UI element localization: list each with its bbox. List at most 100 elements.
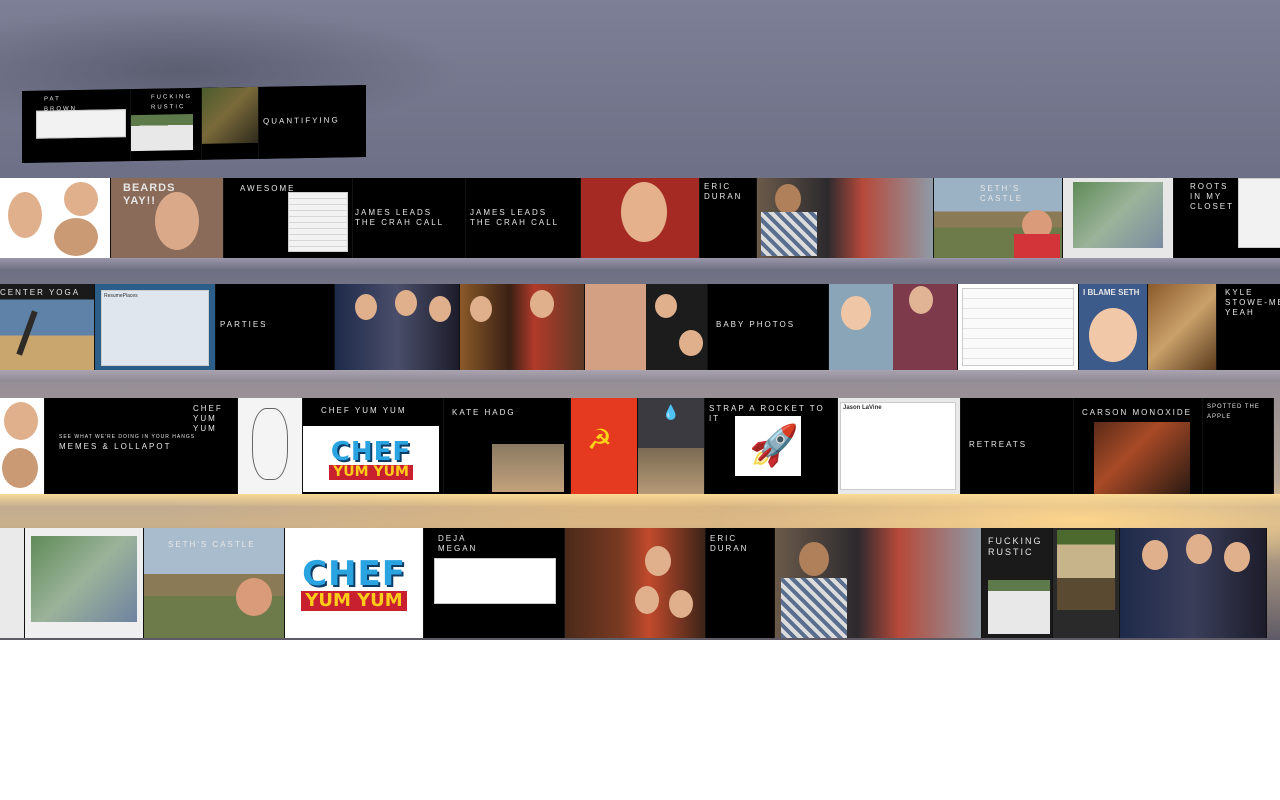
portrait-photo	[638, 448, 704, 494]
post-card	[962, 288, 1074, 366]
tile-jason-lavine[interactable]: Jason LaVine	[838, 398, 961, 494]
portrait-photo	[470, 296, 492, 322]
tile-caption: FUCKING RUSTIC	[151, 94, 192, 111]
website-screenshot	[988, 580, 1050, 634]
tile-caption: ERIC DURAN	[704, 182, 743, 201]
tile-party-photo-4[interactable]	[1120, 528, 1267, 638]
tile-eric-photo[interactable]	[757, 178, 934, 258]
tile-beards-yay[interactable]: BEARDS YAY!!	[111, 178, 224, 258]
tile-kyle-stowe[interactable]: KYLE STOWE-MEGAN YEAH	[1217, 284, 1280, 370]
tile-chef-sketch[interactable]	[238, 398, 303, 494]
tile-pat-brown[interactable]: PAT BROWN	[22, 89, 131, 164]
tile-party-photo-3[interactable]	[565, 528, 706, 638]
tile-fucking-rustic-small[interactable]: FUCKING RUSTIC	[131, 87, 202, 162]
tile-james-leads-b[interactable]: JAMES LEADS THE CRAH CALL	[466, 178, 581, 258]
portrait-photo	[621, 182, 667, 242]
gallery-row-2: CENTER YOGA ResumePlaces PARTIES BABY PH…	[0, 284, 1280, 370]
portrait-photo	[645, 546, 671, 576]
shirt	[761, 212, 817, 256]
water-drop-icon: 💧	[662, 404, 680, 420]
tile-retreats[interactable]: RETREATS	[961, 398, 1074, 494]
portrait-photo	[64, 182, 98, 216]
tile-caption: BABY PHOTOS	[716, 320, 796, 329]
tile-water-app[interactable]: 💧	[638, 398, 705, 494]
tile-party-photo-2[interactable]	[460, 284, 585, 370]
tile-caption: MEMES & LOLLAPOT	[59, 442, 172, 451]
tile-strap-rocket[interactable]: STRAP A ROCKET TO IT 🚀	[705, 398, 838, 494]
portrait-photo	[54, 218, 98, 256]
tile-roots-closet[interactable]: ROOTS IN MY CLOSET	[1174, 178, 1280, 258]
tile-beard-grid[interactable]	[0, 178, 111, 258]
tile-edge-fragment[interactable]	[0, 528, 25, 638]
tile-caption: PARTIES	[220, 320, 268, 329]
tile-caption: RETREATS	[969, 440, 1028, 449]
portrait-photo	[2, 448, 38, 488]
tile-caption: CHEF YUM YUM	[321, 406, 407, 415]
tile-caption: KYLE STOWE-MEGAN YEAH	[1225, 288, 1280, 317]
rocket-icon: 🚀	[749, 424, 799, 468]
tile-food-photo[interactable]	[1148, 284, 1217, 370]
tile-cabin-photo[interactable]	[202, 86, 259, 160]
tile-awesome[interactable]: AWESOME	[224, 178, 353, 258]
tile-caption: QUANTIFYING	[263, 115, 340, 126]
tile-caption: SETH'S CASTLE	[168, 540, 256, 549]
tile-i-blame-seth[interactable]: I BLAME SETH	[1079, 284, 1148, 370]
tile-baby-photos[interactable]: BABY PHOTOS	[708, 284, 829, 370]
rocket-illustration-bg: 🚀	[735, 416, 801, 476]
portrait-photo	[1142, 540, 1168, 570]
portrait-photo	[841, 296, 871, 330]
tile-quantifying[interactable]: QUANTIFYING	[259, 84, 366, 159]
portrait-photo	[155, 192, 199, 250]
tile-deja-megan[interactable]: DEJA MEGAN	[424, 528, 565, 638]
tile-spotted-apple[interactable]: SPOTTED THE APPLE	[1203, 398, 1274, 494]
portrait-photo	[679, 330, 703, 356]
tile-fucking-rustic[interactable]: FUCKING RUSTIC	[982, 528, 1053, 638]
tile-eric-duran[interactable]: ERIC DURAN	[700, 178, 757, 258]
website-screenshot	[131, 114, 193, 152]
tile-seths-castle-2[interactable]: SETH'S CASTLE	[144, 528, 285, 638]
portrait-photo	[909, 286, 933, 314]
tile-center-yoga[interactable]: CENTER YOGA	[0, 284, 95, 370]
portrait-photo	[635, 586, 659, 614]
tile-caption: ERIC DURAN	[710, 534, 749, 553]
tile-website-blue[interactable]: ResumePlaces	[95, 284, 216, 370]
tile-rustic-site[interactable]	[1053, 528, 1120, 638]
tile-memes[interactable]: CHEF YUM YUM SEE WHAT WE'RE DOING IN YOU…	[45, 398, 238, 494]
tile-mustache-photo[interactable]	[581, 178, 700, 258]
tweet-card	[36, 109, 126, 139]
tweet-card	[434, 558, 556, 604]
tile-facebook-post[interactable]	[958, 284, 1079, 370]
tile-party-photo-1[interactable]	[335, 284, 460, 370]
shelf-floor	[0, 258, 1280, 270]
tile-eric-photo-2[interactable]	[775, 528, 982, 638]
tile-caption: JAMES LEADS THE CRAH CALL	[355, 208, 445, 227]
tile-caption: I BLAME SETH	[1083, 288, 1140, 297]
tile-caption: AWESOME	[240, 184, 296, 193]
website-title: Jason LaVine	[843, 405, 882, 411]
tile-chef-yum-yum[interactable]: CHEF YUM YUM CHEF YUM YUM	[303, 398, 444, 494]
tile-tattoo-photo[interactable]	[585, 284, 708, 370]
portrait-photo	[1186, 534, 1212, 564]
website-screenshot: Jason LaVine	[840, 402, 956, 490]
gallery-row-4: SETH'S CASTLE CHEF YUM YUM DEJA MEGAN ER…	[0, 528, 1280, 638]
map-image	[31, 536, 137, 622]
tile-james-leads-a[interactable]: JAMES LEADS THE CRAH CALL	[353, 178, 466, 258]
tile-map[interactable]	[1063, 178, 1174, 258]
portrait-photo	[429, 296, 451, 322]
tile-parties[interactable]: PARTIES	[216, 284, 335, 370]
tile-chef-logo-2[interactable]: CHEF YUM YUM	[285, 528, 424, 638]
shelf-floor	[0, 370, 1280, 382]
tile-carson-monoxide[interactable]: CARSON MONOXIDE	[1074, 398, 1203, 494]
tile-baby-grid[interactable]	[829, 284, 958, 370]
shelf-floor	[0, 494, 1280, 506]
app-screenshot	[288, 192, 348, 252]
tile-map-2[interactable]	[25, 528, 144, 638]
portrait-photo	[8, 192, 42, 238]
tile-seths-castle[interactable]: SETH'S CASTLE	[934, 178, 1063, 258]
tile-eric-duran-2[interactable]: ERIC DURAN	[706, 528, 775, 638]
tile-soviet-flag[interactable]: ☭	[571, 398, 638, 494]
tile-beard-grid-2[interactable]	[0, 398, 45, 494]
tile-kate-hadg[interactable]: KATE HADG	[444, 398, 571, 494]
yoga-silhouette	[16, 310, 38, 356]
portrait-photo	[530, 290, 554, 318]
